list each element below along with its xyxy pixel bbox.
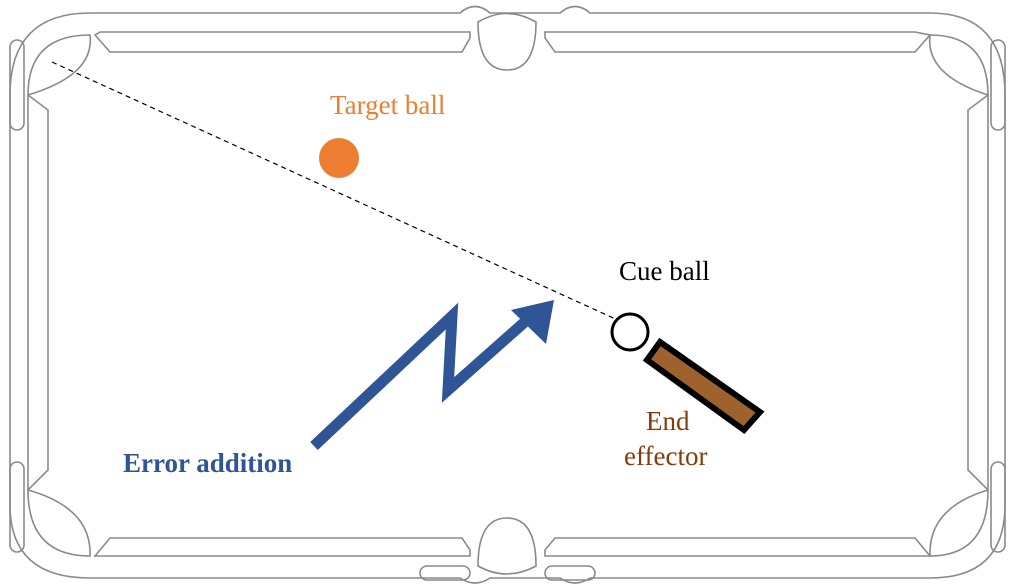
target-ball (319, 138, 359, 178)
pocket-bottom-middle (477, 517, 537, 575)
pocket-top-left (27, 34, 92, 96)
rail-notch-bottom-left (419, 565, 471, 581)
rail-notch-left-top (9, 39, 25, 131)
pocket-top-right (928, 34, 989, 96)
pocket-bottom-right (929, 489, 989, 557)
error-arrow-head (511, 300, 554, 344)
aim-line (51, 61, 623, 323)
rail-notch-right-bottom (990, 461, 1006, 553)
rail-notch-bottom-right (544, 565, 596, 581)
pocket-bottom-left (27, 489, 91, 557)
cushion-left (27, 93, 49, 492)
cushion-top-right (544, 31, 932, 53)
rail-notch-left-bottom (9, 461, 25, 553)
cue-ball (610, 312, 650, 352)
cushion-bottom-right (544, 537, 932, 557)
error-addition-label: Error addition (123, 448, 293, 478)
table-outer-rail (9, 5, 1006, 584)
cue-ball-label: Cue ball (619, 256, 710, 286)
error-arrow-shaft (310, 302, 540, 451)
cushion-right (967, 93, 989, 492)
target-ball-label: Target ball (330, 90, 446, 120)
end-effector-stick (642, 337, 765, 435)
cushion-bottom-left (93, 537, 471, 557)
end-effector-label-line1: End (646, 406, 690, 436)
table-frame (9, 5, 1006, 584)
pocket-top-middle (477, 12, 537, 71)
end-effector-label-line2: effector (624, 441, 708, 471)
cushion-top-left (93, 31, 471, 53)
rail-notch-right-top (990, 39, 1006, 131)
